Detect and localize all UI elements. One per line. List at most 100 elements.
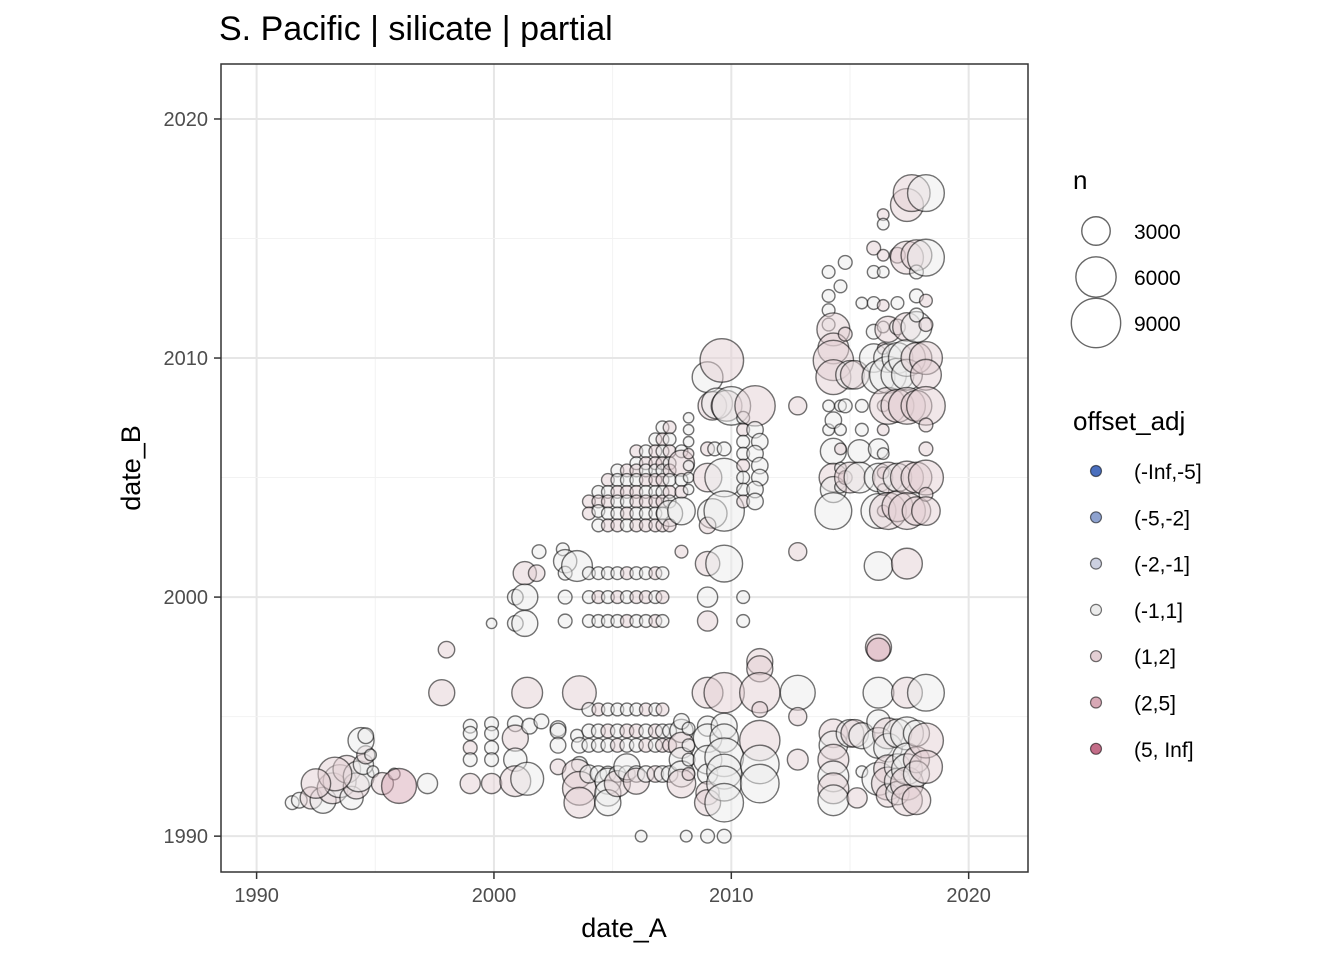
data-point — [674, 544, 689, 559]
data-point — [906, 238, 946, 277]
data-point — [746, 492, 764, 511]
data-point — [364, 748, 378, 762]
size-legend-key — [1081, 216, 1111, 246]
data-point — [662, 432, 677, 447]
data-point — [788, 541, 808, 562]
y-axis-title: date_B — [116, 425, 146, 511]
data-point — [876, 447, 890, 461]
data-point — [788, 706, 808, 727]
data-point — [833, 279, 848, 294]
data-point — [300, 768, 332, 799]
data-point — [510, 761, 545, 796]
color-legend-label: (1,2] — [1134, 646, 1176, 669]
data-point — [736, 434, 751, 449]
data-point — [716, 828, 732, 844]
x-axis-title: date_A — [581, 913, 667, 943]
data-point — [484, 752, 500, 768]
data-point — [380, 767, 418, 805]
data-point — [655, 702, 670, 717]
data-point — [681, 766, 696, 782]
data-point — [736, 470, 751, 485]
data-point — [901, 785, 932, 816]
color-legend-label: (-1,1] — [1134, 600, 1183, 623]
axes-layer: 1990 2000 2010 2020 1990 2000 2010 2020 — [164, 109, 991, 907]
y-tick-label: 1990 — [164, 826, 209, 848]
data-point — [863, 551, 894, 581]
data-point — [511, 583, 539, 611]
color-legend-key — [1089, 464, 1103, 478]
data-point — [511, 676, 544, 709]
data-point — [511, 609, 539, 638]
data-point — [918, 293, 934, 308]
data-point — [918, 417, 934, 433]
data-point — [821, 288, 836, 303]
size-legend-key — [1070, 297, 1122, 349]
data-point — [906, 174, 946, 213]
data-point — [833, 423, 848, 437]
data-point — [655, 566, 670, 581]
data-point — [918, 316, 934, 333]
data-point — [682, 483, 695, 496]
data-point — [485, 617, 498, 630]
plot-border — [220, 63, 1029, 873]
color-legend-key — [1089, 650, 1103, 663]
data-point — [655, 590, 670, 605]
y-tick-label: 2000 — [164, 587, 209, 609]
data-point — [736, 613, 751, 629]
data-point — [821, 264, 836, 280]
data-point — [716, 441, 732, 457]
color-legend-label: (-2,-1] — [1134, 554, 1190, 577]
data-point — [655, 613, 670, 629]
data-point — [682, 447, 695, 460]
data-point — [909, 358, 943, 391]
data-point — [704, 782, 745, 823]
data-point — [862, 676, 895, 709]
data-point — [531, 544, 547, 560]
data-point — [908, 749, 944, 784]
size-legend-label: 3000 — [1134, 221, 1181, 244]
data-point — [682, 435, 695, 448]
legend: n offset_adj 3000 6000 9000 (-Inf,-5] (-5,-2… — [1070, 165, 1202, 762]
data-point — [876, 248, 890, 262]
data-point — [833, 442, 848, 456]
data-point — [918, 441, 934, 457]
color-legend-key — [1089, 557, 1103, 570]
data-point — [788, 396, 808, 416]
data-point — [682, 459, 695, 472]
data-point — [480, 772, 503, 795]
points-layer — [284, 174, 946, 844]
data-point — [866, 637, 891, 663]
data-point — [667, 496, 696, 526]
data-point — [699, 828, 716, 844]
data-point — [681, 721, 696, 736]
data-point — [679, 829, 693, 843]
data-point — [876, 298, 890, 312]
data-point — [846, 787, 868, 809]
data-point — [703, 671, 746, 714]
data-point — [854, 422, 869, 437]
data-point — [817, 784, 850, 817]
data-point — [527, 564, 546, 583]
x-tick-label: 2000 — [472, 885, 517, 907]
data-point — [876, 217, 890, 231]
x-tick-label: 2020 — [946, 885, 991, 907]
color-legend-label: (-5,-2] — [1134, 507, 1190, 530]
data-point — [634, 829, 648, 843]
y-tick-label: 2020 — [164, 109, 209, 131]
data-point — [751, 700, 769, 718]
data-point — [549, 722, 567, 740]
size-legend-label: 6000 — [1134, 267, 1181, 290]
data-point — [703, 490, 746, 532]
x-tick-label: 1990 — [234, 885, 279, 907]
data-point — [736, 590, 751, 605]
color-legend-title: offset_adj — [1073, 406, 1185, 436]
data-point — [561, 675, 597, 711]
data-point — [696, 586, 719, 608]
data-point — [484, 725, 500, 741]
data-point — [357, 727, 375, 745]
size-legend-title: n — [1073, 165, 1087, 195]
data-point — [854, 398, 869, 413]
data-point — [459, 772, 481, 795]
data-point — [557, 589, 573, 605]
